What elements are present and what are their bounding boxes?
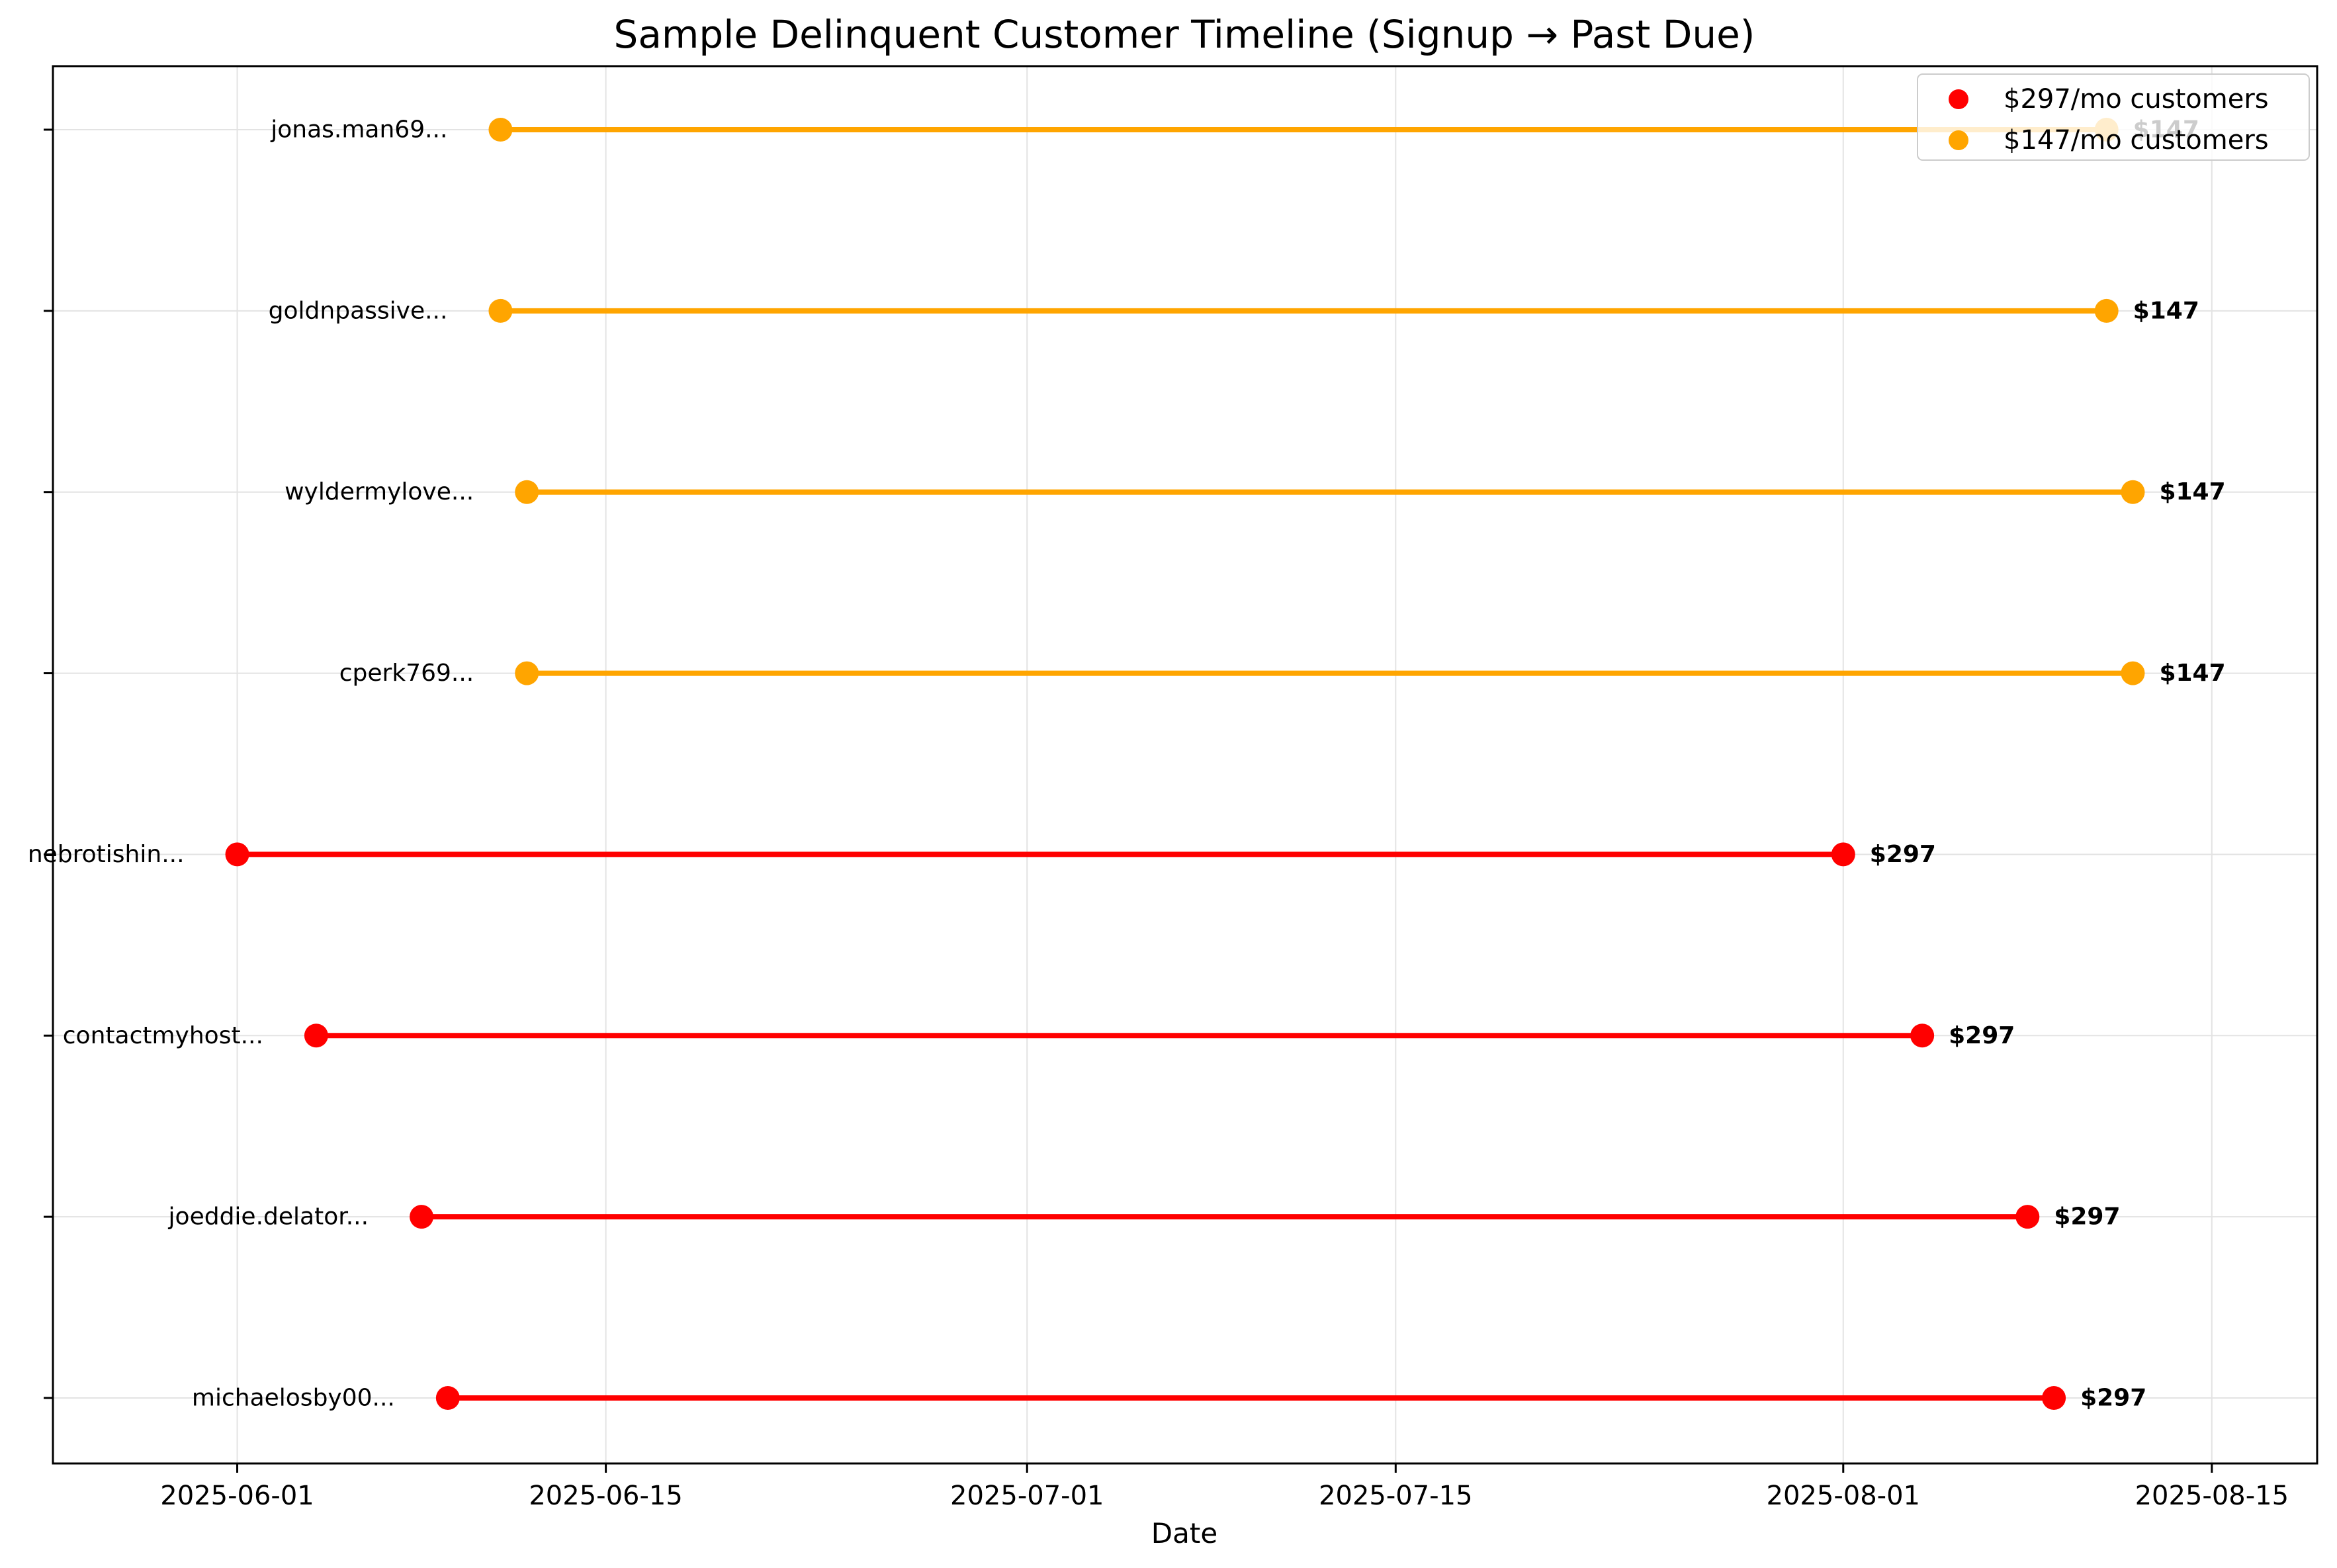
amount-label: $147	[2159, 478, 2225, 505]
x-tick-label: 2025-08-15	[2135, 1481, 2289, 1511]
signup-point	[225, 842, 249, 867]
series-layer	[225, 118, 2145, 1410]
legend-box	[1917, 73, 2310, 161]
customer-label: goldnpassive...	[269, 297, 448, 324]
customer-label: cperk769...	[339, 660, 474, 687]
x-tick-label: 2025-06-01	[160, 1481, 314, 1511]
amount-label: $297	[1949, 1022, 2015, 1049]
legend: $297/mo customers $147/mo customers	[1917, 73, 2310, 161]
amount-label: $297	[2054, 1203, 2120, 1231]
x-axis-title: Date	[1151, 1517, 1217, 1549]
legend-entry: $147/mo customers	[2004, 125, 2269, 155]
customer-label: michaelosby00...	[192, 1385, 395, 1412]
customer-label: jonas.man69...	[270, 116, 447, 144]
axes-layer: 2025-06-01 2025-06-15 2025-07-01 2025-07-15…	[44, 65, 2318, 1511]
amount-label: $147	[2159, 660, 2225, 687]
signup-point	[488, 298, 513, 323]
past-due-point	[1831, 842, 1855, 867]
legend-entry: $297/mo customers	[2004, 84, 2269, 114]
customer-label: joeddie.delator...	[168, 1203, 369, 1231]
amount-label: $147	[2133, 297, 2199, 324]
past-due-point	[2042, 1386, 2066, 1410]
x-tick-label: 2025-07-01	[950, 1481, 1104, 1511]
x-tick-label: 2025-07-15	[1319, 1481, 1472, 1511]
signup-point	[515, 480, 539, 504]
past-due-point	[2015, 1205, 2040, 1229]
x-tick-label: 2025-06-15	[529, 1481, 682, 1511]
chart-title: Sample Delinquent Customer Timeline (Sig…	[614, 12, 1755, 57]
signup-point	[410, 1205, 434, 1229]
x-tick-label: 2025-08-01	[1767, 1481, 1920, 1511]
customer-label: wyldermylove...	[285, 478, 474, 505]
amount-label: $297	[1870, 841, 1936, 868]
past-due-point	[2121, 661, 2145, 685]
legend-marker	[1949, 89, 1968, 109]
legend-marker	[1949, 130, 1968, 150]
customer-label: contactmyhost...	[63, 1022, 263, 1049]
amount-label: $297	[2080, 1385, 2146, 1412]
past-due-point	[1910, 1024, 1935, 1048]
plot-frame	[52, 65, 2318, 1465]
signup-point	[488, 118, 513, 142]
signup-point	[435, 1386, 460, 1410]
past-due-point	[2121, 480, 2145, 504]
past-due-point	[2094, 298, 2119, 323]
signup-point	[515, 661, 539, 685]
signup-point	[304, 1024, 328, 1048]
